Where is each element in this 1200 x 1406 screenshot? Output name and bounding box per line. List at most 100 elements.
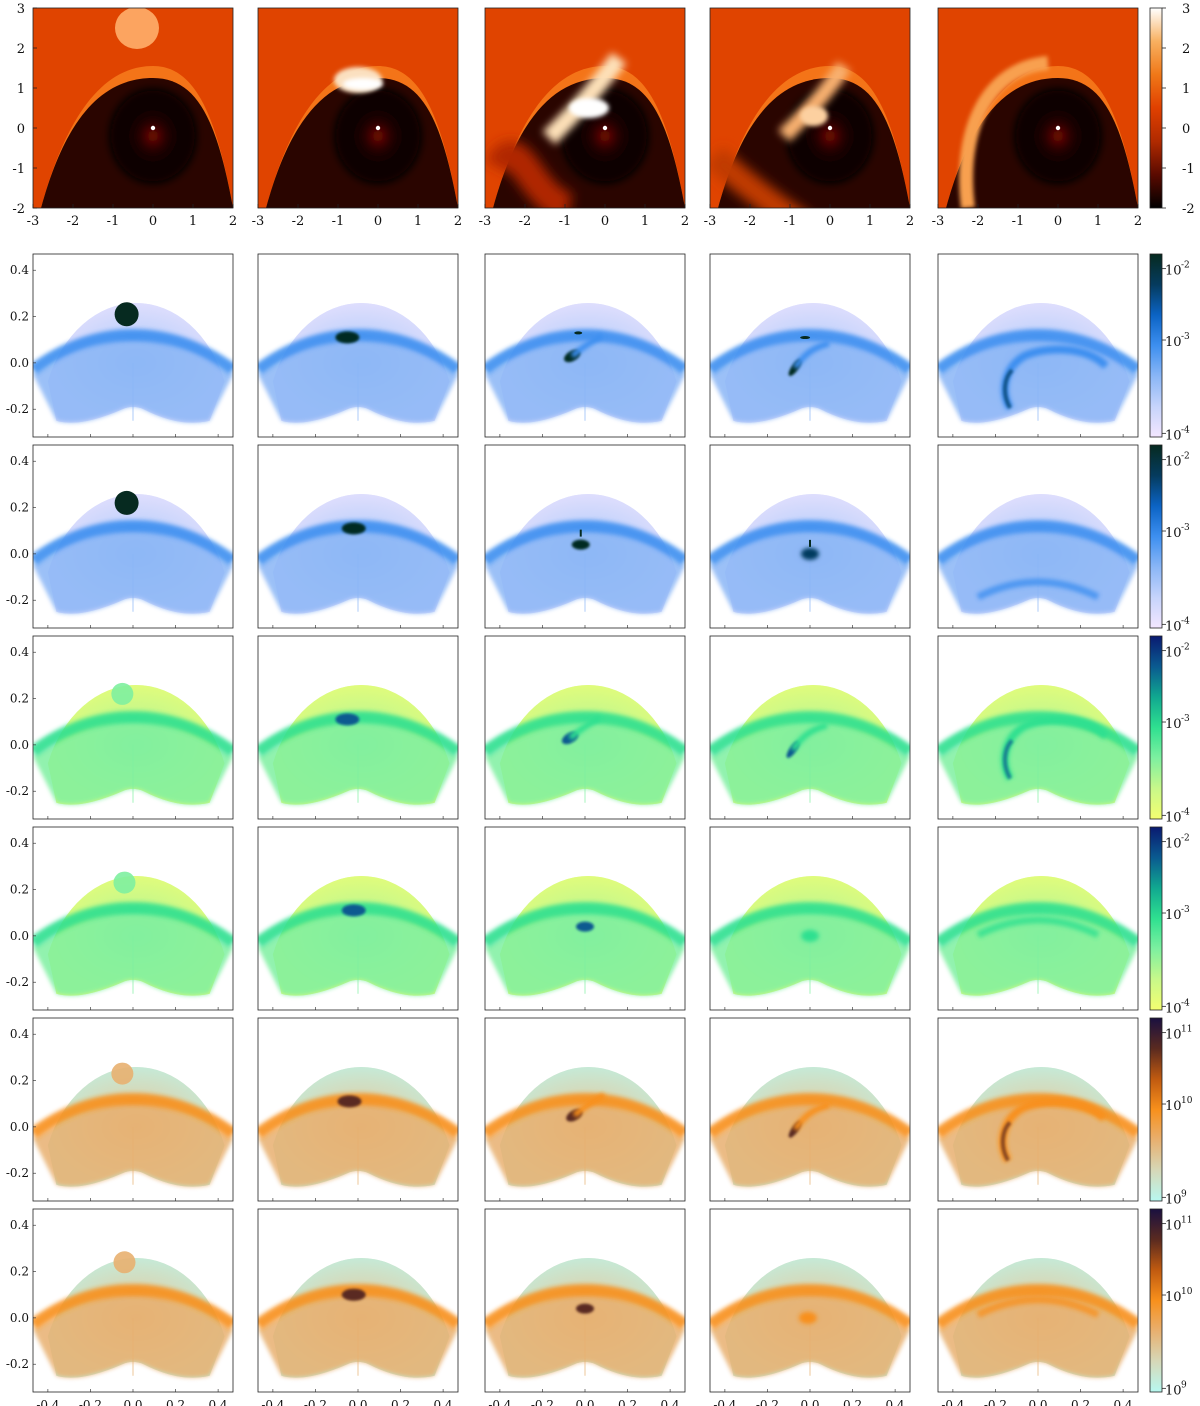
map-panel-r2-c5 <box>938 445 1138 628</box>
colorbar-tick-label: 10 <box>1165 646 1182 661</box>
colorbar-tick-label: 10 <box>1165 619 1182 634</box>
cloud-blob <box>114 302 139 327</box>
cloud-tail <box>570 333 604 359</box>
bow-shock <box>33 329 233 375</box>
x-tick-label: -2 <box>519 214 532 229</box>
cloud-blob <box>335 713 360 726</box>
x-tick-label: 0.0 <box>348 1398 367 1406</box>
y-tick-label: 3 <box>17 2 25 17</box>
cloud-blob <box>571 539 590 550</box>
map-panel-r2-c1 <box>33 445 233 628</box>
colorbar-tick-label: -2 <box>1182 202 1195 217</box>
y-tick-label: 0.0 <box>10 547 29 561</box>
x-tick-label: -3 <box>27 214 40 229</box>
x-tick-label: -2 <box>972 214 985 229</box>
map-panel-r2-c2 <box>258 445 458 628</box>
bow-shock <box>710 1093 910 1139</box>
x-tick-label: -3 <box>704 214 717 229</box>
bow-shock <box>485 329 685 375</box>
map-panel-r4-c5 <box>938 827 1138 1010</box>
colorbar-tick-label: 10 <box>1165 264 1182 279</box>
bow-shock <box>485 520 685 566</box>
y-tick-label: 0.2 <box>10 692 29 706</box>
bow-shock <box>33 902 233 948</box>
map-panel-r2-c4 <box>710 445 910 628</box>
colorbar-tick-exponent: -4 <box>1181 998 1190 1008</box>
colorbar <box>1149 635 1163 820</box>
cloud-remnant-core <box>1000 1121 1012 1162</box>
y-tick-label: 0.0 <box>10 738 29 752</box>
bow-shock <box>33 1093 233 1139</box>
bow-shock <box>710 902 910 948</box>
map-panel-r1-c2 <box>258 254 458 437</box>
map-panel-r4-c2 <box>258 827 458 1010</box>
y-tick-label: 0.0 <box>10 1120 29 1134</box>
colorbar-tick-label: 10 <box>1165 810 1182 825</box>
x-tick-label: 0 <box>149 214 157 229</box>
cloud-tail <box>778 61 851 142</box>
cloud-blob <box>798 1311 817 1324</box>
y-tick-label: 0.4 <box>10 454 29 468</box>
cloud-blob <box>801 929 819 942</box>
colorbar-tick-label: 10 <box>1165 1028 1182 1043</box>
colorbar-tick-exponent: -2 <box>1181 261 1190 271</box>
x-tick-label: -1 <box>1012 214 1025 229</box>
map-panel-r1-c4 <box>710 254 910 437</box>
y-tick-label: 0.2 <box>10 1074 29 1088</box>
cloud-remnant <box>976 1296 1100 1318</box>
x-tick-label: 0.2 <box>618 1398 637 1406</box>
y-tick-label: 0.2 <box>10 883 29 897</box>
x-tick-label: 0.4 <box>661 1398 680 1406</box>
top-panel-frame <box>709 7 911 209</box>
y-tick-label: 0.4 <box>10 1027 29 1041</box>
x-tick-label: 0.2 <box>166 1398 185 1406</box>
cloud-blob <box>341 1288 366 1301</box>
cloud-tail <box>568 715 602 741</box>
cavity-core <box>109 88 197 184</box>
map-panel-r6-c5 <box>938 1209 1138 1392</box>
bow-shock <box>938 711 1138 757</box>
colorbar-tick-exponent: -4 <box>1181 616 1190 626</box>
cloud-blob <box>337 1095 362 1108</box>
map-panel-r3-c3 <box>485 636 685 819</box>
x-tick-label: -3 <box>479 214 492 229</box>
bow-shock <box>710 1284 910 1330</box>
x-tick-label: 1 <box>641 214 649 229</box>
colorbar-tick-label: 1 <box>1182 82 1190 97</box>
map-panel-r1-c5 <box>938 254 1138 437</box>
top-panel-frame <box>484 7 686 209</box>
map-panel-r1-c3 <box>485 254 685 437</box>
colorbar <box>1149 826 1163 1011</box>
x-tick-label: 1 <box>866 214 874 229</box>
colorbar-tick-label: 10 <box>1165 526 1182 541</box>
bow-shock <box>485 1093 685 1139</box>
bow-shock <box>938 1093 1138 1139</box>
cloud-blob <box>341 904 366 917</box>
x-tick-label: 2 <box>229 214 237 229</box>
trail <box>485 141 575 208</box>
star-marker <box>375 125 381 131</box>
x-tick-label: 0.0 <box>1028 1398 1047 1406</box>
bow-shock <box>710 711 910 757</box>
x-tick-label: -0.4 <box>713 1398 737 1406</box>
colorbar-tick-label: 10 <box>1165 1383 1182 1398</box>
top-panel-frame <box>32 7 234 209</box>
x-tick-label: -1 <box>332 214 345 229</box>
x-tick-label: 2 <box>1134 214 1142 229</box>
map-panel-r4-c4 <box>710 827 910 1010</box>
cloud-blob <box>113 1251 136 1274</box>
x-tick-label: 1 <box>414 214 422 229</box>
cloud-blob <box>576 1303 594 1314</box>
cloud-blob <box>335 331 360 344</box>
map-panel-r2-c3 <box>485 445 685 628</box>
x-tick-label: 0.2 <box>1071 1398 1090 1406</box>
x-tick-label: 0.2 <box>843 1398 862 1406</box>
colorbar-tick-exponent: 9 <box>1181 1189 1187 1199</box>
x-tick-label: 0 <box>826 214 834 229</box>
map-panel-r5-c1 <box>33 1018 233 1201</box>
cloud-blob <box>341 522 366 535</box>
x-tick-label: 0 <box>601 214 609 229</box>
x-tick-label: 0.4 <box>1114 1398 1133 1406</box>
cloud <box>115 8 159 49</box>
x-tick-label: -0.4 <box>488 1398 512 1406</box>
